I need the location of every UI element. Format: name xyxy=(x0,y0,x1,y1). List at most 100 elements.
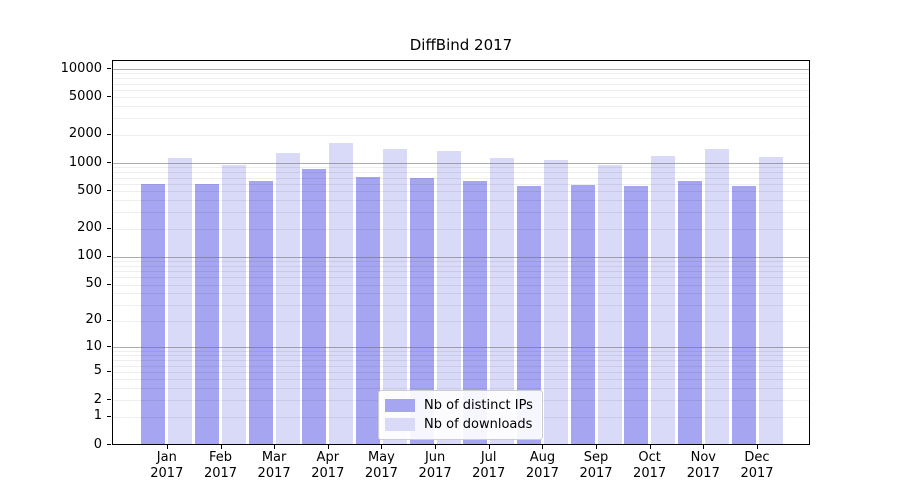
y-tick-label-50: 50 xyxy=(85,276,102,291)
legend-swatch-nb-of-downloads xyxy=(385,418,415,431)
x-tick-label-may-2017: May 2017 xyxy=(349,450,413,482)
x-tick-mark-jan xyxy=(166,445,168,449)
y-tick-label-5000: 5000 xyxy=(68,88,102,104)
y-tick-mark-1000 xyxy=(107,162,111,163)
x-tick-label-mar-2017: Mar 2017 xyxy=(242,450,306,482)
legend-entry-nb-of-distinct-ips: Nb of distinct IPs xyxy=(385,396,533,415)
y-tick-mark-100 xyxy=(107,255,111,257)
x-tick-year: 2017 xyxy=(257,466,291,481)
x-tick-label-dec-2017: Dec 2017 xyxy=(725,450,789,482)
chart-title: DiffBind 2017 xyxy=(409,36,513,54)
bar-nb-of-distinct-ips-dec-2017 xyxy=(731,185,756,444)
legend-label: Nb of distinct IPs xyxy=(424,398,533,413)
x-tick-month: Apr xyxy=(316,450,340,465)
legend-swatch-nb-of-distinct-ips xyxy=(385,399,415,412)
y-tick-mark-5000 xyxy=(107,96,111,98)
x-tick-mark-apr xyxy=(327,445,329,449)
bar-nb-of-distinct-ips-may-2017 xyxy=(355,176,380,444)
x-tick-year: 2017 xyxy=(150,466,184,481)
y-tick-label-10000: 10000 xyxy=(60,60,102,76)
bar-nb-of-distinct-ips-mar-2017 xyxy=(248,180,273,444)
x-tick-month: Oct xyxy=(638,450,661,465)
y-tick-label-0: 0 xyxy=(93,436,102,452)
x-tick-mark-dec xyxy=(757,445,758,449)
bar-nb-of-downloads-mar-2017 xyxy=(275,152,300,444)
bar-nb-of-downloads-dec-2017 xyxy=(758,157,783,444)
x-tick-month: May xyxy=(367,450,395,465)
x-tick-month: Jul xyxy=(480,450,497,465)
x-tick-year: 2017 xyxy=(579,466,613,481)
x-tick-year: 2017 xyxy=(740,466,774,481)
x-tick-mark-jun xyxy=(435,445,437,449)
x-tick-year: 2017 xyxy=(418,466,452,481)
y-tick-mark-10 xyxy=(107,346,111,348)
y-tick-mark-1 xyxy=(107,415,111,417)
x-tick-label-apr-2017: Apr 2017 xyxy=(296,450,360,482)
y-tick-label-10: 10 xyxy=(85,338,102,354)
y-tick-mark-2000 xyxy=(107,133,111,135)
legend: Nb of distinct IPs Nb of downloads xyxy=(378,390,543,440)
x-tick-month: Jan xyxy=(156,450,177,465)
bar-nb-of-downloads-aug-2017 xyxy=(543,159,568,444)
x-tick-mark-sep xyxy=(596,445,597,449)
x-tick-mark-mar xyxy=(274,445,276,449)
legend-label: Nb of downloads xyxy=(424,417,533,432)
x-tick-label-jul-2017: Jul 2017 xyxy=(457,450,521,482)
x-tick-month: Sep xyxy=(583,450,609,465)
y-tick-mark-500 xyxy=(107,190,111,192)
bar-nb-of-downloads-jan-2017 xyxy=(168,158,193,444)
x-tick-year: 2017 xyxy=(633,466,667,481)
x-tick-month: Nov xyxy=(690,450,716,465)
y-tick-label-500: 500 xyxy=(77,182,102,198)
y-tick-mark-5 xyxy=(107,370,111,372)
x-tick-label-aug-2017: Aug 2017 xyxy=(510,450,574,482)
x-tick-mark-nov xyxy=(703,445,705,449)
bar-nb-of-downloads-oct-2017 xyxy=(651,156,676,444)
x-tick-mark-jul xyxy=(488,445,490,449)
x-tick-mark-oct xyxy=(649,445,651,449)
bar-nb-of-distinct-ips-sep-2017 xyxy=(570,184,595,444)
plot-area: Nb of distinct IPs Nb of downloads xyxy=(112,60,810,445)
x-tick-month: Jun xyxy=(424,450,446,465)
y-tick-label-20: 20 xyxy=(85,312,102,328)
x-tick-label-nov-2017: Nov 2017 xyxy=(671,450,735,482)
bar-nb-of-downloads-sep-2017 xyxy=(597,164,622,444)
x-tick-year: 2017 xyxy=(472,466,506,481)
y-tick-label-2: 2 xyxy=(93,391,102,407)
x-tick-month: Mar xyxy=(261,450,287,465)
x-tick-label-oct-2017: Oct 2017 xyxy=(618,450,682,482)
y-tick-label-5: 5 xyxy=(93,363,102,379)
bar-nb-of-distinct-ips-oct-2017 xyxy=(624,185,649,444)
y-tick-label-1000: 1000 xyxy=(68,154,102,170)
y-tick-label-1: 1 xyxy=(93,408,102,424)
bar-nb-of-downloads-feb-2017 xyxy=(222,165,246,444)
y-tick-mark-50 xyxy=(107,283,111,285)
x-tick-label-feb-2017: Feb 2017 xyxy=(189,450,253,482)
x-tick-year: 2017 xyxy=(364,466,398,481)
bar-nb-of-distinct-ips-jan-2017 xyxy=(141,183,166,444)
y-tick-mark-2 xyxy=(107,399,111,401)
x-tick-month: Feb xyxy=(208,450,233,465)
y-tick-mark-20 xyxy=(107,319,111,321)
bar-nb-of-downloads-nov-2017 xyxy=(704,148,729,444)
x-tick-year: 2017 xyxy=(203,466,238,481)
bar-nb-of-distinct-ips-apr-2017 xyxy=(302,169,327,444)
x-tick-year: 2017 xyxy=(686,466,720,481)
y-tick-label-100: 100 xyxy=(77,248,102,264)
x-tick-mark-aug xyxy=(542,445,544,449)
legend-entry-nb-of-downloads: Nb of downloads xyxy=(385,415,533,434)
y-tick-mark-0 xyxy=(107,444,111,445)
bar-nb-of-distinct-ips-feb-2017 xyxy=(195,183,219,444)
bar-nb-of-downloads-apr-2017 xyxy=(329,143,354,444)
x-tick-mark-may xyxy=(381,445,383,449)
x-tick-mark-feb xyxy=(220,445,222,449)
x-tick-label-jun-2017: Jun 2017 xyxy=(403,450,467,482)
x-tick-year: 2017 xyxy=(525,466,559,481)
x-tick-month: Dec xyxy=(744,450,770,465)
bars-layer xyxy=(113,61,809,444)
x-tick-label-jan-2017: Jan 2017 xyxy=(135,450,199,482)
bar-nb-of-distinct-ips-nov-2017 xyxy=(677,180,702,444)
y-tick-label-200: 200 xyxy=(77,220,102,235)
y-tick-label-2000: 2000 xyxy=(68,126,102,142)
